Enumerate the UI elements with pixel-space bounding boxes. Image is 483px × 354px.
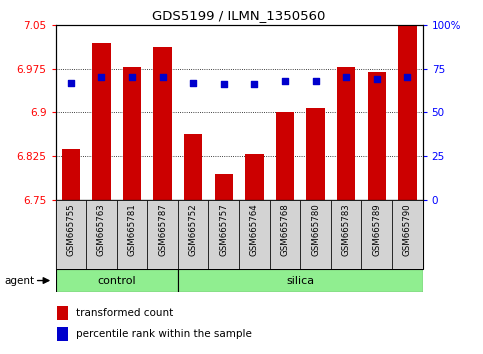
Point [128, 74, 136, 80]
Bar [392, 200, 423, 269]
Text: GSM665763: GSM665763 [97, 204, 106, 256]
Text: GSM665757: GSM665757 [219, 204, 228, 256]
Text: GSM665764: GSM665764 [250, 204, 259, 256]
Text: control: control [98, 275, 136, 286]
Bar [239, 200, 270, 269]
Bar [245, 154, 264, 200]
Bar [331, 200, 361, 269]
Bar [62, 149, 80, 200]
Point [220, 81, 227, 87]
Text: agent: agent [5, 275, 35, 286]
Text: GSM665790: GSM665790 [403, 204, 412, 256]
Bar [361, 200, 392, 269]
Bar [147, 200, 178, 269]
Bar [398, 25, 416, 200]
Bar [154, 47, 172, 200]
Bar [368, 72, 386, 200]
Bar [209, 200, 239, 269]
Point [312, 78, 319, 84]
Text: GSM665781: GSM665781 [128, 204, 137, 256]
Point [159, 74, 167, 80]
Bar [56, 269, 178, 292]
Bar [56, 200, 86, 269]
Point [403, 74, 411, 80]
Bar [276, 112, 294, 200]
Bar [92, 44, 111, 200]
Bar [86, 200, 117, 269]
Point [189, 80, 197, 85]
Point [67, 80, 75, 85]
Point [373, 76, 381, 82]
Text: GSM665768: GSM665768 [281, 204, 289, 256]
Text: GSM665789: GSM665789 [372, 204, 381, 256]
Text: GSM665752: GSM665752 [189, 204, 198, 256]
Text: GSM665787: GSM665787 [158, 204, 167, 256]
Bar [57, 306, 69, 320]
Bar [306, 108, 325, 200]
Bar [337, 67, 355, 200]
Text: transformed count: transformed count [76, 308, 173, 318]
Bar [57, 327, 69, 341]
Bar [300, 200, 331, 269]
Point [342, 74, 350, 80]
Bar [178, 200, 209, 269]
Text: GSM665783: GSM665783 [341, 204, 351, 256]
Bar [214, 174, 233, 200]
Bar [178, 269, 423, 292]
Title: GDS5199 / ILMN_1350560: GDS5199 / ILMN_1350560 [153, 9, 326, 22]
Bar [270, 200, 300, 269]
Bar [184, 134, 202, 200]
Bar [117, 200, 147, 269]
Text: GSM665780: GSM665780 [311, 204, 320, 256]
Point [98, 74, 105, 80]
Text: GSM665755: GSM665755 [66, 204, 75, 256]
Text: silica: silica [286, 275, 314, 286]
Point [281, 78, 289, 84]
Point [251, 81, 258, 87]
Bar [123, 67, 141, 200]
Text: percentile rank within the sample: percentile rank within the sample [76, 329, 252, 339]
